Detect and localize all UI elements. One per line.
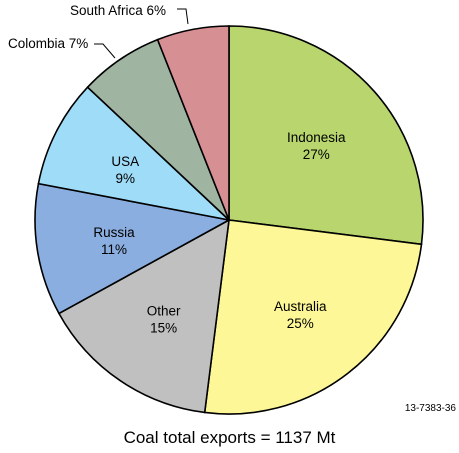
slice-name-label-australia: Australia (274, 299, 327, 314)
slice-value-label-indonesia: 27% (303, 147, 330, 162)
slice-value-label-russia: 11% (101, 242, 127, 257)
slice-name-label-usa: USA (111, 154, 139, 169)
pie-slice-australia (203, 219, 423, 415)
chart-caption: Coal total exports = 1137 Mt (123, 428, 336, 447)
pie-slice-russia (34, 182, 232, 315)
pie-slice-usa (37, 86, 232, 222)
leader-line-colombia (94, 43, 116, 59)
slice-value-label-australia: 25% (287, 316, 314, 331)
slice-value-label-usa: 9% (116, 171, 136, 186)
slice-outside-label-south-africa: South Africa 6% (70, 3, 166, 18)
slice-outside-label-colombia: Colombia 7% (8, 36, 88, 51)
slice-name-label-other: Other (147, 303, 181, 318)
pie-slices (34, 25, 424, 415)
figure-id: 13-7383-36 (404, 403, 456, 414)
leader-line-south-africa (177, 8, 189, 25)
pie-slice-indonesia (228, 25, 424, 246)
pie-slice-south-africa (156, 25, 230, 221)
slice-name-label-indonesia: Indonesia (287, 130, 346, 145)
slice-name-label-russia: Russia (93, 225, 135, 240)
pie-slice-other (57, 218, 230, 414)
pie-labels: Indonesia 27% Australia 25% Other 15% Russia 11… (8, 3, 346, 335)
slice-value-label-other: 15% (150, 320, 177, 335)
